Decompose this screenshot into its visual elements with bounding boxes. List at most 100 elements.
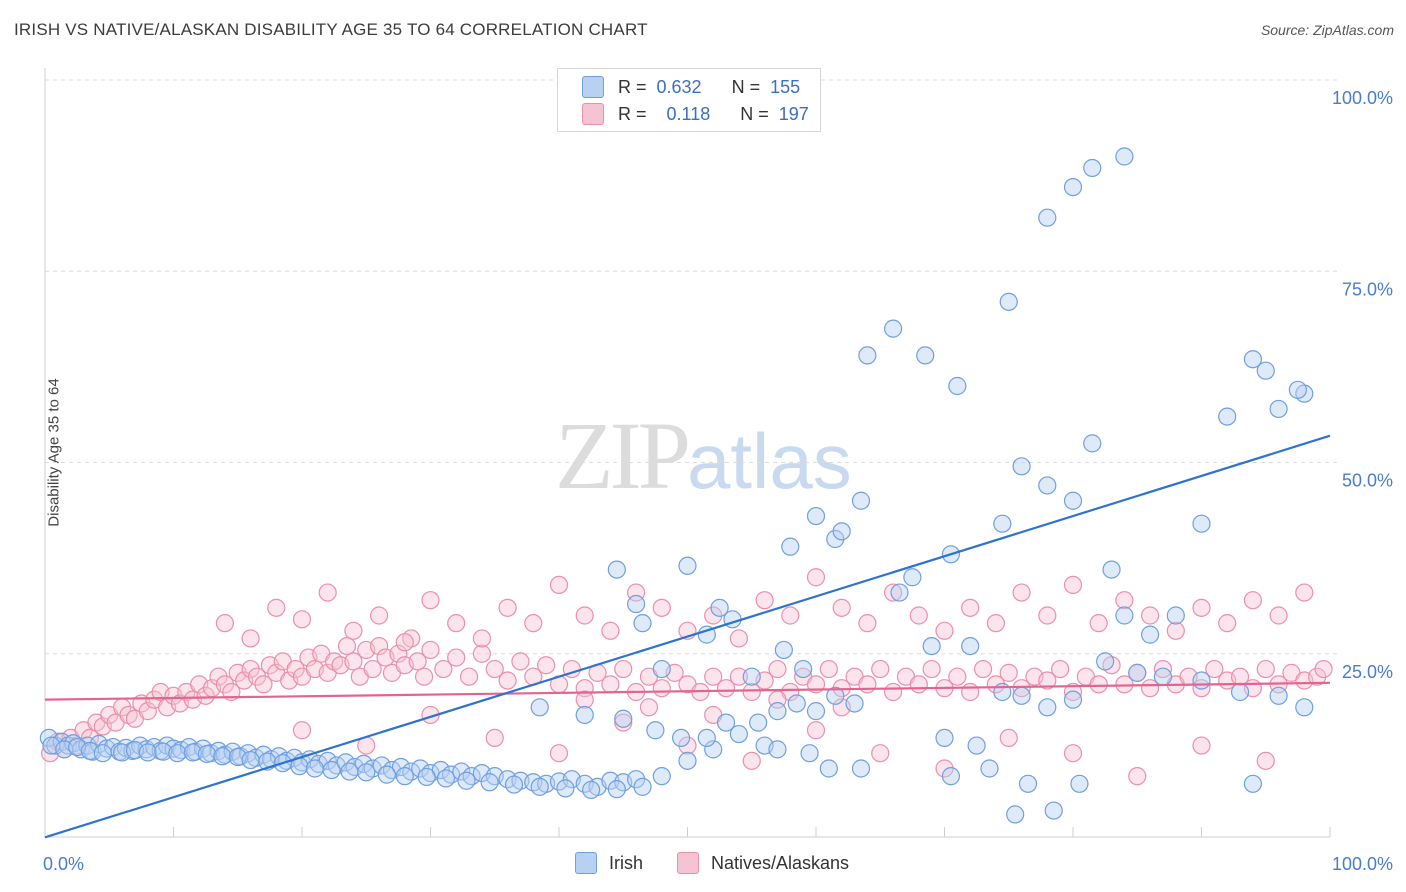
irish-point [704, 740, 723, 759]
natives-point [414, 667, 434, 686]
irish-point [480, 773, 499, 792]
irish-point [1018, 774, 1038, 793]
irish-point [1269, 399, 1288, 419]
irish-point [305, 759, 324, 778]
natives-point [485, 659, 504, 679]
irish-point [452, 762, 471, 781]
natives-point [806, 721, 826, 740]
irish-point [1083, 434, 1102, 453]
natives-point [1038, 671, 1057, 690]
natives-point [344, 652, 363, 671]
natives-point [922, 659, 941, 679]
irish-point [646, 721, 665, 740]
natives-point [986, 614, 1006, 633]
irish-point [1038, 208, 1057, 227]
irish-point [749, 713, 768, 732]
irish-point [961, 636, 980, 656]
irish-point [626, 594, 646, 614]
natives-point [254, 675, 273, 694]
natives-point [729, 629, 749, 648]
irish-point [633, 614, 652, 633]
natives-point [768, 659, 787, 679]
natives-point [1295, 583, 1314, 602]
irish-point [967, 736, 986, 755]
natives-point [858, 614, 877, 633]
natives-point [614, 713, 633, 732]
irish-point [457, 771, 476, 790]
natives-point [1256, 659, 1275, 679]
irish-point [104, 737, 123, 757]
watermark: ZIPatlas [555, 400, 852, 511]
natives-n-value: 197 [778, 103, 809, 124]
legend-natives-label: Natives/Alaskans [711, 852, 850, 873]
natives-point [1314, 659, 1333, 679]
watermark-atlas: atlas [687, 417, 852, 505]
natives-point [511, 652, 530, 671]
natives-point [472, 629, 491, 648]
natives-point [549, 575, 569, 595]
natives-point [948, 667, 967, 686]
y-tick-label: 25.0% [1342, 662, 1393, 682]
irish-point [993, 514, 1012, 533]
irish-point [883, 319, 903, 338]
irish-point [154, 742, 173, 761]
irish-point [183, 743, 202, 762]
natives-point [138, 702, 157, 721]
axes [44, 68, 1331, 838]
natives-point [1218, 614, 1237, 633]
trend-lines [44, 434, 1331, 839]
natives-point [1140, 606, 1160, 625]
irish-point [980, 759, 999, 778]
irish-point [678, 556, 697, 575]
natives-point [1063, 575, 1083, 595]
irish-point [781, 537, 800, 556]
natives-point [447, 614, 466, 633]
natives-point [575, 606, 594, 625]
natives-point [729, 667, 749, 686]
irish-point [391, 757, 411, 777]
irish-point [1218, 407, 1237, 426]
irish-point [1038, 698, 1057, 717]
x-tick-label: 0.0% [43, 854, 84, 874]
natives-point [781, 606, 800, 625]
irish-point [935, 728, 954, 748]
irish-n-value: 155 [770, 76, 801, 97]
irish-point [941, 767, 961, 786]
natives-point [973, 659, 993, 679]
irish-point [1288, 380, 1307, 399]
natives-point [498, 671, 517, 690]
irish-point [948, 376, 967, 396]
natives-point [447, 648, 466, 667]
legend-item-irish: Irish [575, 852, 643, 874]
irish-point [138, 743, 157, 762]
natives-point [1153, 659, 1173, 679]
natives-point [1192, 598, 1211, 617]
natives-point [459, 667, 479, 686]
irish-point [671, 728, 691, 748]
irish-point [1006, 805, 1025, 824]
natives-point [1063, 682, 1083, 702]
natives-point [370, 636, 389, 656]
irish-trend-line [44, 434, 1331, 839]
legend-irish-label: Irish [609, 852, 644, 873]
natives-point [704, 667, 723, 686]
irish-point [806, 702, 826, 721]
natives-point [601, 621, 620, 640]
irish-point [922, 636, 941, 656]
natives-point [389, 644, 408, 663]
natives-point [1089, 675, 1108, 694]
irish-point [716, 713, 736, 732]
irish-point [575, 705, 594, 725]
natives-n-label: N = [740, 103, 769, 124]
natives-point [909, 675, 928, 694]
irish-point [1063, 690, 1083, 709]
irish-point [1070, 774, 1089, 793]
natives-point [716, 679, 736, 698]
natives-point [434, 659, 453, 679]
irish-point [417, 767, 436, 787]
stat-row-irish: R = 0.632 N = 155 [582, 74, 800, 100]
y-tick-label: 50.0% [1342, 471, 1393, 491]
irish-n-label: N = [731, 76, 761, 97]
natives-point [1256, 751, 1275, 770]
natives-r-label: R = [618, 103, 647, 124]
